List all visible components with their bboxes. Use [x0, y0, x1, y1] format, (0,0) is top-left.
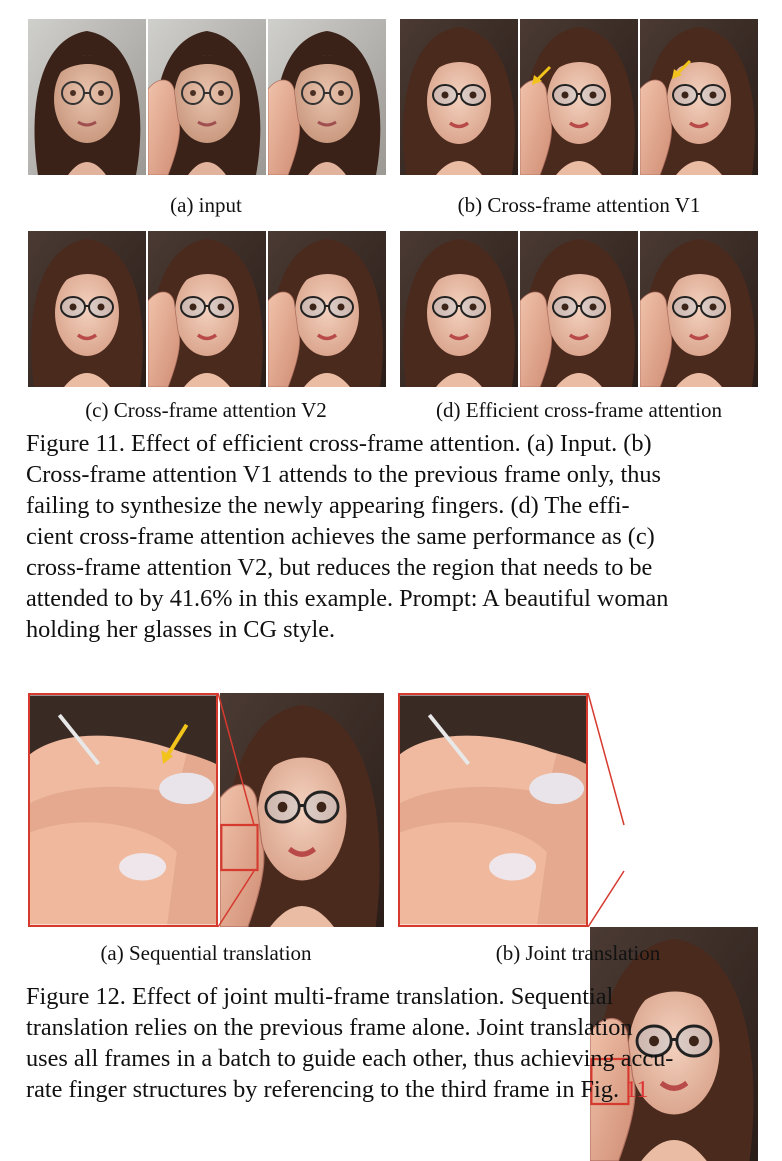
caption-line: translation relies on the previous frame…	[26, 1014, 633, 1041]
caption-line: uses all frames in a batch to guide each…	[26, 1045, 674, 1072]
caption-last-line: rate finger structures by referencing to…	[26, 1076, 620, 1103]
zoom-connector	[587, 693, 625, 927]
input-frame-2	[148, 19, 266, 175]
caption-line: failing to synthesize the newly appearin…	[26, 492, 630, 519]
v1-frame-1	[400, 19, 518, 175]
caption-line: cross-frame attention V2, but reduces th…	[26, 554, 653, 581]
caption-line: Figure 12. Effect of joint multi-frame t…	[26, 983, 614, 1010]
figure-ref-link[interactable]: 11	[625, 1076, 649, 1103]
figure12-caption: Figure 12. Effect of joint multi-frame t…	[26, 981, 762, 1105]
subcaption-12a: (a) Sequential translation	[100, 941, 312, 965]
caption-line: Cross-frame attention V1 attends to the …	[26, 461, 661, 488]
subcaption-a: (a) input	[170, 193, 242, 217]
v2-frame-1	[28, 231, 146, 387]
figure11-caption: Figure 11. Effect of efficient cross-fra…	[26, 428, 762, 645]
panel-c-cross-frame-v2	[28, 231, 386, 387]
arrow-icon	[672, 59, 692, 79]
v1-frame-3	[640, 19, 758, 175]
v2-frame-3	[268, 231, 386, 387]
zoom-connector	[217, 693, 255, 927]
caption-line: holding her glasses in CG style.	[26, 616, 336, 643]
eff-frame-2	[520, 231, 638, 387]
sequential-frame	[220, 693, 384, 927]
joint-frame	[590, 927, 758, 1161]
input-frame-1	[28, 19, 146, 175]
subcaption-12b: (b) Joint translation	[495, 941, 661, 965]
v1-frame-2	[520, 19, 638, 175]
arrow-icon	[161, 723, 189, 764]
caption-line: attended to by 41.6% in this example. Pr…	[26, 585, 669, 612]
caption-line: Figure 11. Effect of efficient cross-fra…	[26, 430, 652, 457]
v2-frame-2	[148, 231, 266, 387]
caption-line: cient cross-frame attention achieves the…	[26, 523, 655, 550]
subcaption-d: (d) Efficient cross-frame attention	[436, 398, 722, 422]
caption-line: rate finger structures by referencing to…	[26, 1074, 762, 1105]
zoom-inset-joint	[398, 693, 588, 927]
panel-d-efficient-cross-frame	[400, 231, 758, 387]
eff-frame-3	[640, 231, 758, 387]
eff-frame-1	[400, 231, 518, 387]
subcaption-b: (b) Cross-frame attention V1	[457, 193, 701, 217]
panel-b-cross-frame-v1	[400, 19, 758, 175]
input-frame-3	[268, 19, 386, 175]
zoom-inset-sequential	[28, 693, 218, 927]
arrow-icon	[532, 65, 552, 85]
panel-a-input	[28, 19, 386, 175]
subcaption-c: (c) Cross-frame attention V2	[85, 398, 327, 422]
